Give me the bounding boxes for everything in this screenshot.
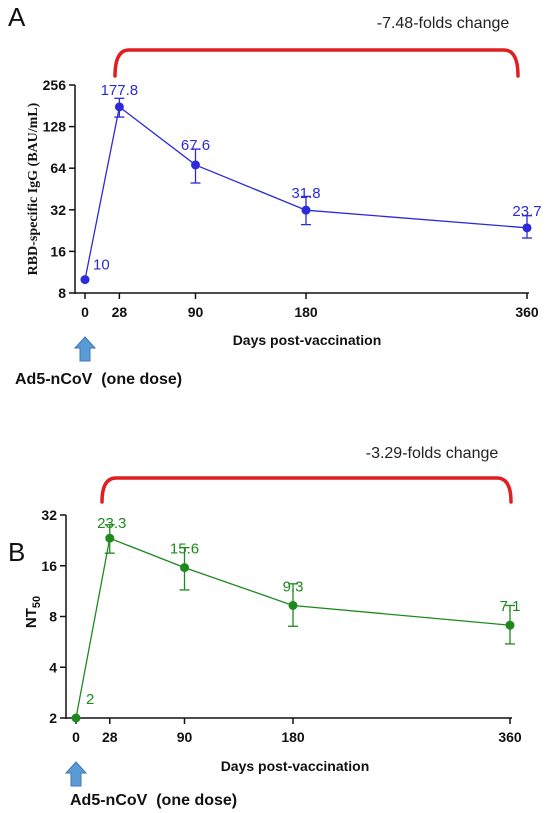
x-tick-label: 90	[188, 304, 204, 320]
panel-letter: B	[8, 537, 25, 567]
fold-change-bracket	[100, 476, 513, 504]
series-line	[75, 537, 511, 719]
x-tick-label: 180	[294, 304, 318, 320]
x-tick-label: 0	[81, 304, 89, 320]
data-label: 9.3	[283, 578, 304, 595]
fold-change-label: -3.29-folds change	[366, 445, 499, 462]
data-point	[71, 713, 81, 723]
y-tick-label: 16	[41, 558, 57, 574]
panel-a: A -7.48-folds change 8 16 32 64 128 256 0 28 90 180…	[8, 2, 542, 388]
data-label: 177.8	[101, 82, 139, 99]
x-tick-label: 360	[515, 304, 539, 320]
y-tick-label: 8	[58, 285, 66, 301]
data-label: 7.1	[500, 598, 521, 615]
data-label: 67.6	[181, 137, 210, 154]
y-tick-label: 128	[43, 119, 67, 135]
x-tick-label: 28	[112, 304, 128, 320]
data-label: 23.7	[512, 203, 541, 220]
data-label: 2	[86, 691, 94, 708]
panel-letter: A	[8, 2, 26, 32]
x-tick-label: 90	[177, 729, 193, 745]
fold-change-label: -7.48-folds change	[377, 15, 510, 32]
x-axis-label: Days post-vaccination	[221, 758, 370, 774]
y-tick-label: 256	[43, 77, 67, 93]
y-tick-label: 8	[49, 609, 57, 625]
y-tick-label: 16	[50, 243, 66, 259]
x-tick-label: 180	[281, 729, 305, 745]
data-point	[505, 620, 515, 630]
y-tick-label: 32	[50, 202, 66, 218]
y-tick-label: 2	[49, 710, 57, 726]
data-label: 10	[93, 257, 110, 274]
data-point	[191, 160, 200, 170]
data-point	[80, 275, 90, 285]
x-tick-label: 0	[72, 729, 80, 745]
data-point	[114, 102, 124, 112]
data-point	[288, 600, 298, 610]
vaccine-label: Ad5-nCoV (one dose)	[15, 371, 182, 388]
data-label: 31.8	[291, 185, 320, 202]
vaccination-arrow-icon	[64, 761, 88, 787]
x-axis-label: Days post-vaccination	[233, 332, 382, 348]
fold-change-bracket	[113, 48, 520, 78]
y-tick-label: 4	[49, 659, 57, 675]
data-point	[301, 205, 311, 215]
vaccination-arrow-icon	[73, 336, 97, 362]
data-point	[105, 533, 115, 543]
data-label: 23.3	[97, 515, 126, 532]
vaccine-label: Ad5-nCoV (one dose)	[70, 792, 237, 809]
y-axis-label: RBD-specific IgG (BAU/mL)	[26, 102, 41, 275]
y-tick-label: 64	[50, 160, 66, 176]
y-axis-label: NT50	[23, 596, 43, 628]
y-tick-label: 32	[41, 507, 57, 523]
panel-b: B -3.29-folds change 2 4 8 16 32 0 28 90 180 360 NT5…	[8, 445, 522, 809]
x-tick-label: 360	[498, 729, 522, 745]
data-point	[180, 563, 189, 573]
data-label: 15.6	[170, 541, 199, 558]
data-point	[522, 223, 532, 233]
x-tick-label: 28	[102, 729, 118, 745]
